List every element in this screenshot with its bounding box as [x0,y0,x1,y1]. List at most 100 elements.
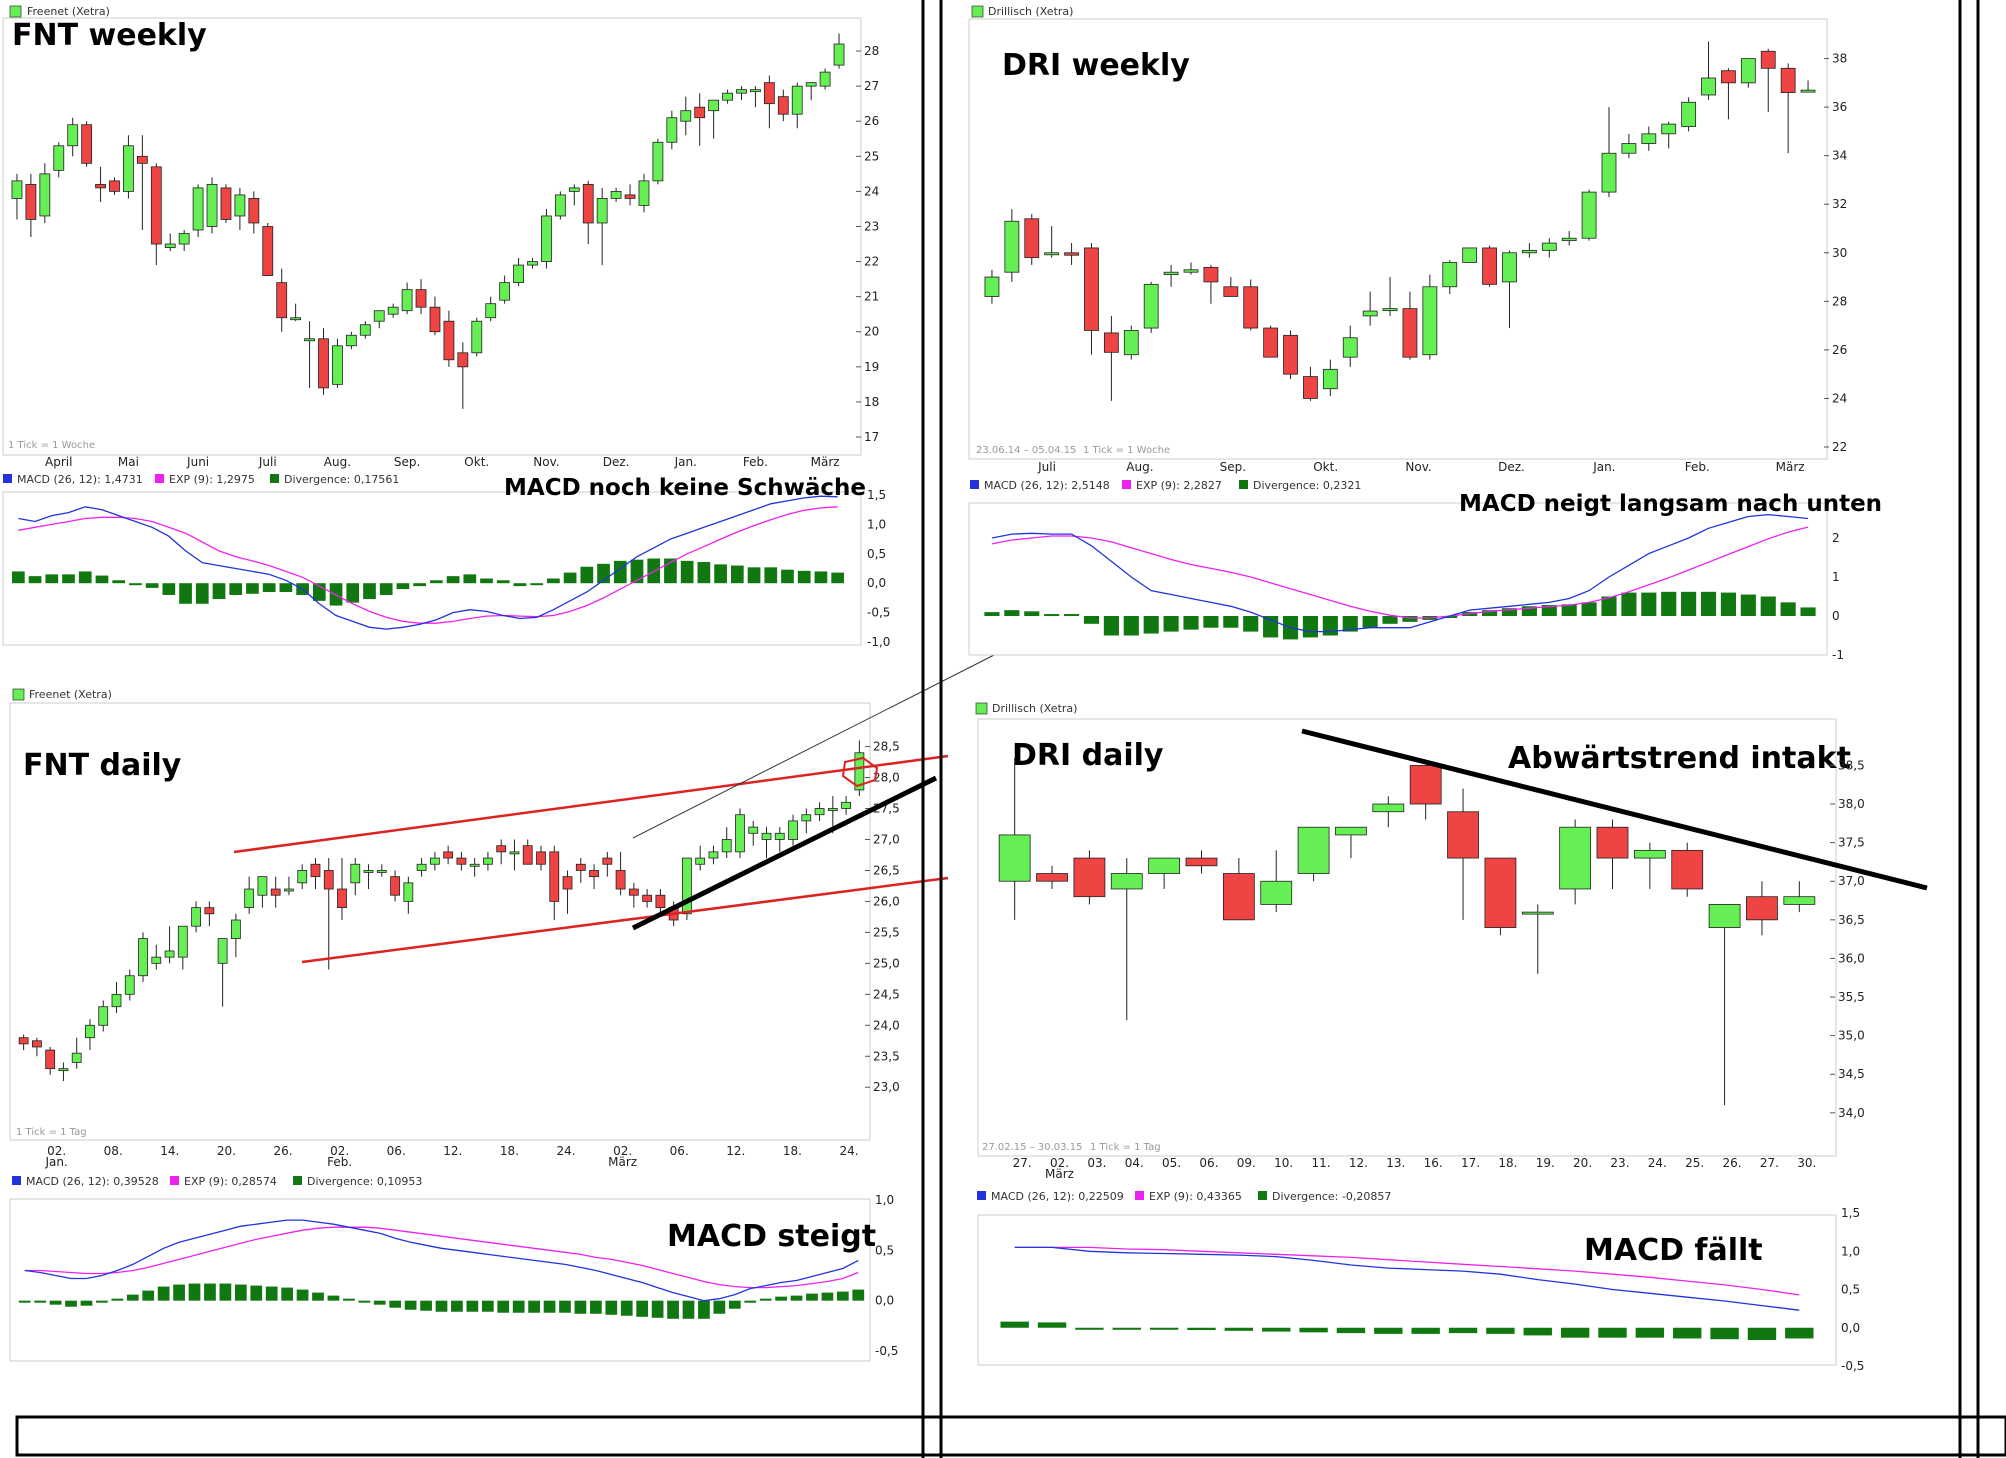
divergence-bar [1362,616,1378,628]
macd-y-tick-label: 1,5 [867,488,886,502]
candle-up [1004,220,1020,273]
candle-down [1671,849,1704,890]
divergence-bar [574,1300,587,1314]
candle-up [652,141,664,182]
divergence-bar [112,580,126,584]
candle-up [833,43,845,66]
x-tick-label: Sep. [1220,460,1246,474]
macd-y-tick-label: 1 [1832,570,1840,584]
divergence-bar [1561,604,1577,616]
candle-down [1283,334,1298,375]
candle-down [624,194,636,199]
divergence-bar [1482,610,1498,616]
divergence-bar [1720,592,1736,616]
x-tick-label: Juli [1037,460,1056,474]
divergence-bar [528,1300,540,1313]
divergence-bar [496,580,510,584]
candle-down [549,851,560,902]
divergence-bar [747,567,761,584]
dri-daily-date-range: 27.02.15 – 30.03.15 [982,1142,1082,1153]
candle-down [1482,247,1497,285]
divergence-bar [559,1300,571,1313]
divergence-bar [1747,1327,1777,1340]
candle-up [359,324,371,336]
macd-line [18,495,838,630]
y-tick-label: 28,0 [873,771,900,785]
candle-down [1243,286,1259,329]
candle-down [1064,252,1079,256]
divergence-bar [512,1300,525,1313]
x-tick-label: 24. [556,1144,575,1158]
divergence-bar [1486,1327,1515,1334]
x-tick-label: 06. [670,1144,689,1158]
divergence-bar [212,583,226,600]
divergence-bar [680,560,694,584]
divergence-bar [162,583,176,595]
divergence-bar [446,576,460,584]
divergence-bar [157,1286,170,1301]
macd-y-tick-label: 1,0 [867,517,886,531]
candle-down [1024,218,1040,259]
candle-up [680,110,692,122]
candle-up [1701,77,1716,96]
candle-down [18,1037,29,1045]
candle-up [111,993,122,1008]
divergence-bar [129,583,142,586]
y-tick-label: 34,5 [1838,1067,1865,1081]
candle-down [1263,327,1279,358]
divergence-bar [358,1300,371,1303]
divergence-bar [126,1294,139,1301]
fnt-daily-panel: Freenet (Xetra) FNT daily 23,0 23,5 24,0 24… [9,651,1001,1362]
divergence-bar [1673,1327,1702,1339]
candle-up [416,863,427,871]
x-tick-label: 13. [1386,1156,1405,1170]
divergence-bar [1661,591,1677,616]
divergence-bar [630,559,644,584]
candle-up [1601,152,1617,193]
candle-up [58,1068,69,1072]
candle-down [429,306,441,333]
divergence-bar [234,1284,247,1301]
candle-up [363,870,374,873]
divergence-bar [111,1298,124,1301]
candle-up [513,264,524,284]
x-tick-label: Aug. [1126,460,1153,474]
candle-up [345,334,357,347]
x-tick-label: 16. [1424,1156,1443,1170]
x-tick-label: 27. [1013,1156,1032,1170]
candle-down [1746,896,1778,921]
fnt-weekly-exp-label: EXP (9): 1,2975 [169,473,255,486]
candle-up [1740,58,1756,84]
candle-up [541,215,552,262]
x-tick-label: April [45,455,72,469]
macd-y-tick-label: 0 [1832,609,1840,623]
fnt-daily-macd-y-axis: 1,0 0,5 0,0 -0,5 [875,1193,898,1358]
dri-daily-x-axis: 27. 02. 03. 04. 05. 06. 09. 10. 11. 12. 13. 16. 17. 1… [1013,1156,1817,1181]
candle-down [496,845,507,853]
divergence-bar [279,583,293,593]
fnt-weekly-tick-note: 1 Tick = 1 Woche [8,440,95,451]
divergence-bar [984,612,1000,616]
candle-up [984,276,1000,297]
y-tick-label: 24 [1832,391,1847,405]
y-tick-label: 36,5 [1838,913,1865,927]
candle-up [1783,896,1816,905]
fnt-weekly-x-axis: April Mai Juni Juli Aug. Sep. Okt. Nov. Dez. Jan.… [45,455,840,469]
divergence-bar [790,1295,803,1301]
candle-down [1084,247,1099,331]
candle-up [554,194,566,217]
candle-up [1143,283,1159,329]
divergence-bar [1203,616,1219,628]
candle-up [1148,857,1181,874]
fnt-weekly-macd-y-axis: 1,5 1,0 0,5 0,0 -0,5 -1,0 [867,488,890,649]
bottom-frame [15,1415,2006,1457]
y-tick-label: 18 [864,395,879,409]
candle-up [471,320,483,354]
dri-daily-tick-note: 1 Tick = 1 Tag [1090,1142,1161,1153]
candle-up [403,882,414,902]
divergence-bar [142,1290,155,1301]
y-tick-label: 34 [1832,149,1847,163]
candle-down [1103,332,1119,353]
candle-down [602,857,613,865]
candle-up [791,85,803,115]
